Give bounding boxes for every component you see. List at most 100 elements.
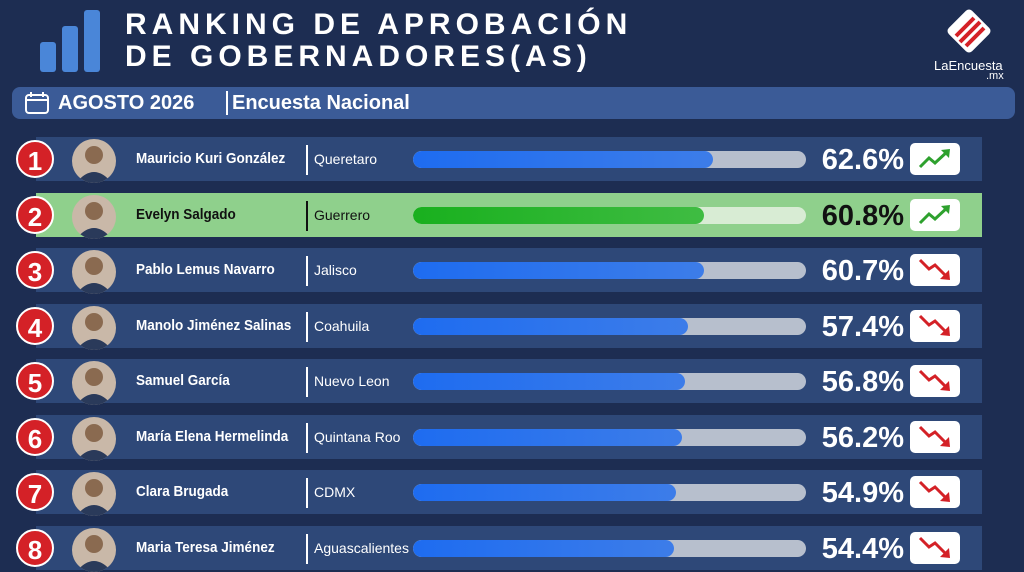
trend-icon bbox=[910, 254, 960, 286]
separator bbox=[306, 256, 308, 286]
rank: 4 bbox=[16, 306, 54, 345]
bar-track bbox=[413, 317, 806, 335]
row: 2 Evelyn Salgado Guerrero 60.8% bbox=[16, 192, 982, 239]
governor-name: Pablo Lemus Navarro bbox=[136, 261, 275, 278]
logo-icon bbox=[946, 8, 992, 54]
bar bbox=[413, 262, 704, 279]
avatar bbox=[72, 194, 116, 239]
governor-name: Clara Brugada bbox=[136, 483, 229, 500]
rank: 8 bbox=[16, 528, 54, 567]
avatar-shape bbox=[76, 257, 112, 294]
logo-name: LaEncuesta bbox=[934, 58, 1003, 73]
subtitle: Encuesta Nacional bbox=[232, 92, 410, 114]
trend-icon bbox=[910, 476, 960, 508]
governor-name: Manolo Jiménez Salinas bbox=[136, 316, 292, 334]
rank: 5 bbox=[16, 362, 54, 400]
row: 1 Mauricio Kuri González Queretaro 62.6% bbox=[16, 137, 982, 183]
bar bbox=[413, 317, 689, 335]
rank: 2 bbox=[16, 195, 54, 234]
title-line: RANKING DE APROBACIÓN bbox=[125, 8, 633, 41]
state: Aguascalientes bbox=[314, 539, 409, 556]
bar bbox=[413, 206, 705, 224]
governor-name: Maria Teresa Jiménez bbox=[136, 538, 275, 556]
state: Guerrero bbox=[314, 206, 371, 223]
trend-arrow bbox=[918, 204, 950, 224]
governor-name: Samuel García bbox=[136, 372, 230, 389]
trend-arrow bbox=[918, 536, 950, 558]
state: Coahuila bbox=[314, 317, 370, 334]
separator bbox=[306, 422, 308, 453]
avatar bbox=[72, 250, 116, 294]
avatar bbox=[72, 305, 116, 350]
state: Queretaro bbox=[314, 151, 378, 167]
row: 3 Pablo Lemus Navarro Jalisco 60.7% bbox=[16, 248, 982, 294]
state: Quintana Roo bbox=[314, 428, 401, 445]
rank: 6 bbox=[16, 417, 54, 456]
separator bbox=[306, 478, 308, 508]
separator bbox=[306, 145, 308, 175]
avatar-shape bbox=[76, 479, 112, 516]
calendar-icon bbox=[25, 92, 49, 114]
trend-icon bbox=[910, 309, 960, 342]
value-label: 60.8% bbox=[821, 199, 904, 232]
trend-arrow bbox=[918, 314, 950, 336]
value-label: 56.2% bbox=[821, 421, 904, 454]
rank: 1 bbox=[16, 140, 54, 178]
avatar-shape bbox=[76, 534, 112, 572]
value-label: 57.4% bbox=[821, 310, 904, 343]
state: Nuevo Leon bbox=[314, 373, 390, 389]
row: 6 María Elena Hermelinda Quintana Roo 56.2% bbox=[16, 414, 982, 461]
bar bbox=[413, 373, 686, 390]
avatar-shape bbox=[76, 312, 112, 350]
bar-track bbox=[413, 428, 806, 446]
bar-track bbox=[413, 206, 806, 224]
value-label: 56.8% bbox=[821, 366, 904, 398]
bar-track bbox=[413, 373, 806, 390]
trend-arrow bbox=[918, 149, 950, 169]
value-label: 54.4% bbox=[821, 532, 904, 565]
trend-arrow bbox=[918, 258, 950, 280]
bar bbox=[413, 539, 674, 557]
avatar-shape bbox=[76, 201, 112, 239]
avatar bbox=[72, 416, 116, 461]
avatar bbox=[72, 361, 116, 405]
trend-icon bbox=[910, 531, 960, 564]
date-bar: AGOSTO 2026 Encuesta Nacional bbox=[12, 87, 1015, 119]
separator bbox=[306, 367, 308, 397]
bar bbox=[413, 428, 683, 446]
bar-track bbox=[413, 484, 806, 501]
title-line: DE GOBERNADORES(AS) bbox=[125, 40, 592, 73]
governor-name: Evelyn Salgado bbox=[136, 205, 236, 223]
avatar bbox=[72, 527, 116, 572]
row: 4 Manolo Jiménez Salinas Coahuila 57.4% bbox=[16, 303, 982, 350]
bar-track bbox=[413, 151, 806, 168]
trend-arrow bbox=[918, 480, 950, 502]
trend-icon bbox=[910, 420, 960, 453]
bar-track bbox=[413, 262, 806, 279]
value-label: 54.9% bbox=[821, 477, 904, 509]
rank: 3 bbox=[16, 251, 54, 289]
trend-arrow bbox=[918, 425, 950, 447]
avatar bbox=[72, 472, 116, 516]
state: Jalisco bbox=[314, 262, 357, 278]
avatar bbox=[72, 139, 116, 183]
logo-tld: .mx bbox=[986, 70, 1004, 82]
separator bbox=[306, 311, 308, 342]
row: 8 Maria Teresa Jiménez Aguascalientes 54.4% bbox=[16, 525, 982, 572]
divider bbox=[226, 91, 228, 115]
value-label: 60.7% bbox=[821, 255, 904, 287]
avatar-shape bbox=[76, 146, 112, 183]
row: 7 Clara Brugada CDMX 54.9% bbox=[16, 470, 982, 516]
governor-name: Mauricio Kuri González bbox=[136, 150, 286, 167]
bar bbox=[413, 151, 714, 168]
bar-icon bbox=[40, 10, 100, 72]
avatar-shape bbox=[76, 368, 112, 405]
separator bbox=[306, 533, 308, 564]
row: 5 Samuel García Nuevo Leon 56.8% bbox=[16, 359, 982, 405]
governor-name: María Elena Hermelinda bbox=[136, 427, 289, 445]
trend-icon bbox=[910, 143, 960, 175]
trend-icon bbox=[910, 198, 960, 231]
state: CDMX bbox=[314, 484, 356, 500]
rank: 7 bbox=[16, 473, 54, 511]
